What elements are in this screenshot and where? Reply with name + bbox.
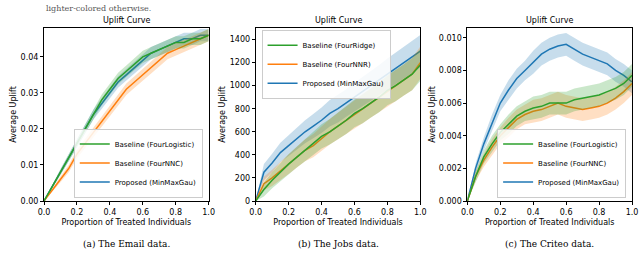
- svg-text:Baseline (FourNNC): Baseline (FourNNC): [115, 160, 183, 168]
- svg-text:Baseline (FourLogistic): Baseline (FourLogistic): [115, 141, 195, 149]
- svg-text:0.8: 0.8: [593, 208, 606, 217]
- svg-text:Baseline (FourNNC): Baseline (FourNNC): [538, 160, 606, 168]
- svg-text:Baseline (FourNNR): Baseline (FourNNR): [303, 61, 371, 69]
- svg-text:lighter-colored otherwise.: lighter-colored otherwise.: [46, 4, 151, 13]
- svg-text:0.0: 0.0: [461, 208, 474, 217]
- svg-text:1.0: 1.0: [414, 208, 427, 217]
- svg-text:0.0: 0.0: [249, 208, 262, 217]
- svg-text:1200: 1200: [230, 58, 250, 67]
- svg-text:1400: 1400: [230, 35, 250, 44]
- svg-text:(c) The Criteo data.: (c) The Criteo data.: [505, 239, 594, 249]
- svg-text:0.6: 0.6: [136, 208, 149, 217]
- svg-text:600: 600: [235, 128, 250, 137]
- svg-text:0.8: 0.8: [381, 208, 394, 217]
- svg-text:Baseline (FourLogistic): Baseline (FourLogistic): [538, 141, 618, 149]
- svg-text:0.03: 0.03: [21, 89, 39, 98]
- svg-text:0.000: 0.000: [439, 197, 462, 206]
- svg-text:Proportion of Treated Individu: Proportion of Treated Individuals: [485, 218, 615, 227]
- svg-text:0.004: 0.004: [439, 132, 462, 141]
- svg-text:0.002: 0.002: [439, 164, 462, 173]
- svg-text:0.6: 0.6: [348, 208, 361, 217]
- svg-text:0.4: 0.4: [103, 208, 116, 217]
- svg-text:Proposed (MinMaxGau): Proposed (MinMaxGau): [538, 179, 619, 187]
- svg-text:0.2: 0.2: [282, 208, 295, 217]
- svg-text:0.4: 0.4: [315, 208, 328, 217]
- svg-text:Uplift Curve: Uplift Curve: [103, 16, 150, 25]
- svg-text:0.6: 0.6: [560, 208, 573, 217]
- svg-text:Proportion of Treated Individu: Proportion of Treated Individuals: [273, 218, 403, 227]
- svg-text:0.00: 0.00: [21, 197, 39, 206]
- svg-text:0.4: 0.4: [527, 208, 540, 217]
- svg-text:0.04: 0.04: [21, 53, 39, 62]
- svg-text:0.02: 0.02: [21, 125, 39, 134]
- svg-text:0.0: 0.0: [38, 208, 51, 217]
- svg-text:Proportion of Treated Individu: Proportion of Treated Individuals: [62, 218, 192, 227]
- svg-text:Average Uplift: Average Uplift: [9, 86, 18, 143]
- svg-text:0.8: 0.8: [169, 208, 182, 217]
- svg-text:Average Uplift: Average Uplift: [428, 86, 437, 143]
- svg-text:1.0: 1.0: [202, 208, 215, 217]
- svg-text:Proposed (MinMaxGau): Proposed (MinMaxGau): [303, 80, 384, 88]
- svg-text:(a) The Email data.: (a) The Email data.: [83, 239, 170, 249]
- svg-text:0.01: 0.01: [21, 161, 39, 170]
- svg-text:(b) The Jobs data.: (b) The Jobs data.: [298, 239, 379, 249]
- svg-text:200: 200: [235, 174, 250, 183]
- svg-text:0.010: 0.010: [439, 34, 462, 43]
- svg-text:0: 0: [245, 197, 250, 206]
- svg-text:800: 800: [235, 105, 250, 114]
- svg-text:Uplift Curve: Uplift Curve: [526, 16, 573, 25]
- svg-text:0.008: 0.008: [439, 66, 462, 75]
- svg-text:Uplift Curve: Uplift Curve: [315, 16, 362, 25]
- svg-text:Average Uplift: Average Uplift: [218, 86, 227, 143]
- svg-text:Proposed (MinMaxGau): Proposed (MinMaxGau): [115, 179, 196, 187]
- svg-text:1.0: 1.0: [626, 208, 639, 217]
- svg-text:0.006: 0.006: [439, 99, 462, 108]
- svg-text:Baseline (FourRidge): Baseline (FourRidge): [303, 42, 376, 50]
- svg-text:1000: 1000: [230, 81, 250, 90]
- svg-text:400: 400: [235, 151, 250, 160]
- svg-text:0.2: 0.2: [71, 208, 84, 217]
- svg-text:0.2: 0.2: [494, 208, 507, 217]
